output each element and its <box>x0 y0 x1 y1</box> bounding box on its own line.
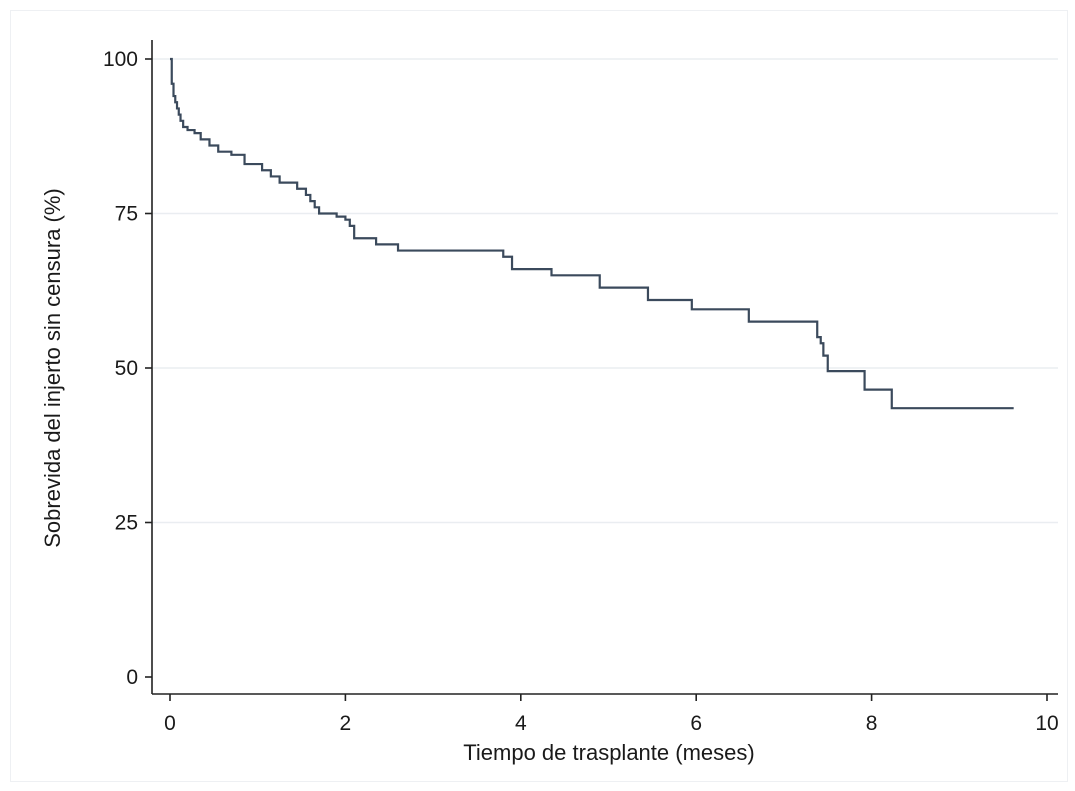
x-tick-label: 0 <box>164 712 176 735</box>
x-axis-label: Tiempo de trasplante (meses) <box>463 740 754 765</box>
series-group <box>170 57 1014 410</box>
y-tick-label: 25 <box>115 512 138 535</box>
x-tick-label: 6 <box>690 712 702 735</box>
y-axis-label: Sobrevida del injerto sin censura (%) <box>40 188 65 548</box>
y-tick-label: 100 <box>103 48 138 71</box>
x-tick-label: 2 <box>340 712 352 735</box>
y-tick-label: 50 <box>115 357 138 380</box>
gridlines <box>152 58 1058 524</box>
survival-step-line-0 <box>170 57 1014 410</box>
tick-labels: 0 25 50 75 100 0 2 4 6 8 10 <box>103 48 1059 735</box>
tick-marks <box>145 58 1048 701</box>
x-tick-label: 4 <box>515 712 527 735</box>
y-tick-label: 75 <box>115 203 138 226</box>
x-tick-label: 8 <box>866 712 878 735</box>
x-tick-label: 10 <box>1035 712 1058 735</box>
axes <box>151 40 1058 695</box>
y-tick-label: 0 <box>126 666 138 689</box>
